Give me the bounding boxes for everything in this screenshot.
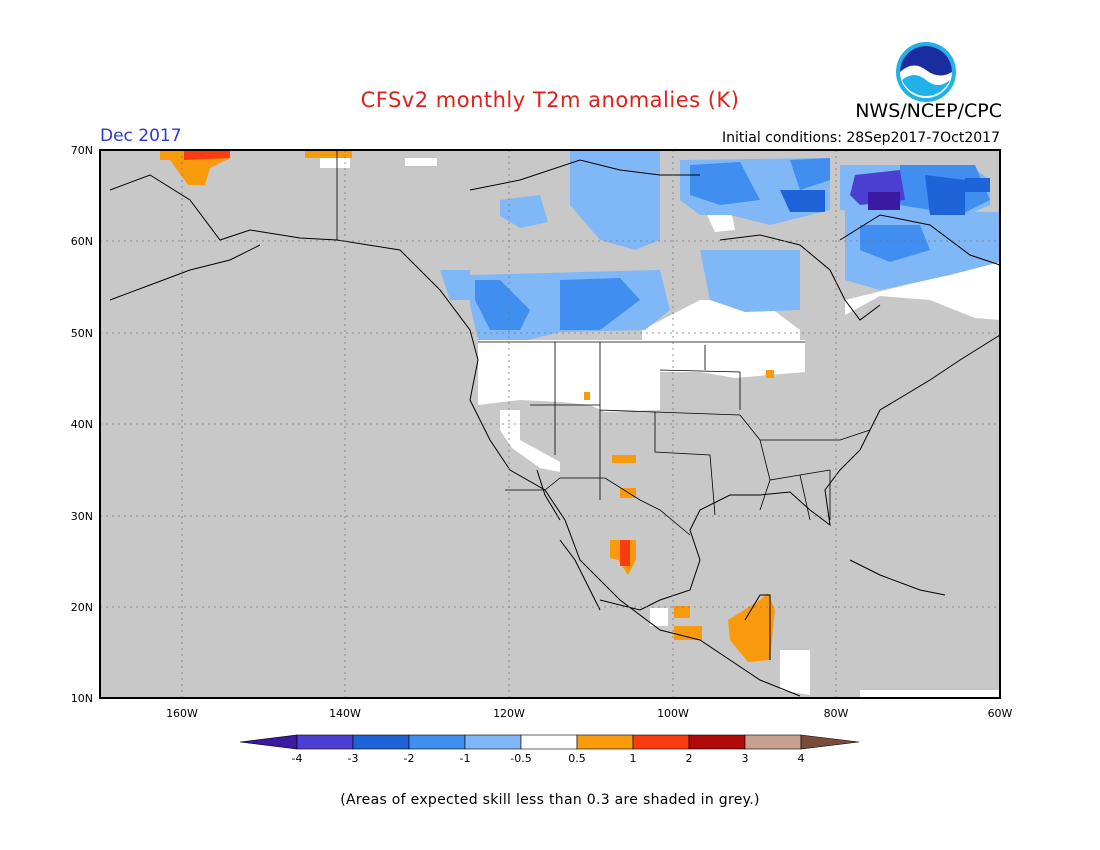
colorbar-swatch	[744, 734, 802, 750]
colorbar-swatch	[464, 734, 522, 750]
lon-tick-label: 80W	[824, 707, 849, 720]
colorbar-swatch	[296, 734, 354, 750]
colorbar-swatch	[520, 734, 578, 750]
anomaly-region	[570, 150, 660, 250]
lat-tick-label: 60N	[71, 235, 93, 248]
colorbar-tick-label: -1	[460, 752, 471, 765]
borders	[336, 150, 871, 536]
anomaly-region	[560, 278, 640, 330]
anomaly-region	[584, 392, 590, 400]
colorbar-arrow-low	[239, 734, 298, 750]
anomaly-region	[184, 150, 230, 160]
anomaly-region	[674, 606, 690, 618]
lat-tick-label: 50N	[71, 327, 93, 340]
lat-tick-label: 20N	[71, 601, 93, 614]
map-frame	[99, 149, 1001, 699]
anomaly-region	[790, 158, 830, 190]
lon-axis: 160W 140W 120W 100W 80W 60W	[166, 707, 1012, 720]
colorbar-arrow-high	[800, 734, 860, 750]
anomaly-region	[620, 488, 636, 498]
colorbar-swatch	[576, 734, 634, 750]
colorbar-tick-label: 0.5	[568, 752, 586, 765]
anomaly-region	[780, 190, 825, 212]
anomaly-region	[500, 410, 560, 472]
anomaly-region	[620, 540, 630, 566]
anomaly-region	[440, 270, 470, 300]
anomaly-region	[845, 262, 1000, 320]
graticule	[100, 150, 1000, 698]
skill-footnote: (Areas of expected skill less than 0.3 a…	[340, 792, 760, 808]
anomaly-region	[925, 175, 965, 215]
colorbar-swatch	[352, 734, 410, 750]
anomaly-region	[860, 690, 1000, 698]
colorbar-tick-label: -4	[292, 752, 303, 765]
coastlines	[109, 159, 1001, 697]
anomaly-region	[612, 455, 636, 463]
colorbar-tick-label: -2	[404, 752, 415, 765]
colorbar-swatch	[408, 734, 466, 750]
lon-tick-label: 100W	[657, 707, 689, 720]
colorbar-swatch	[688, 734, 746, 750]
colorbar-tick-label: -0.5	[510, 752, 531, 765]
anomaly-region	[690, 162, 760, 205]
colorbar-tick-label: -3	[348, 752, 359, 765]
anomaly-region	[405, 158, 437, 166]
anomaly-shading	[160, 150, 1000, 698]
lat-tick-label: 10N	[71, 692, 93, 705]
map-title: CFSv2 monthly T2m anomalies (K)	[360, 88, 740, 112]
lon-tick-label: 160W	[166, 707, 198, 720]
lat-axis: 70N 60N 50N 40N 30N 20N 10N	[71, 144, 93, 705]
colorbar-swatch	[632, 734, 690, 750]
anomaly-region	[650, 608, 668, 626]
forecast-month-label: Dec 2017	[100, 126, 182, 146]
anomaly-region	[478, 340, 805, 412]
anomaly-region	[475, 280, 530, 330]
colorbar-tick-label: 1	[630, 752, 637, 765]
initial-conditions-label: Initial conditions: 28Sep2017-7Oct2017	[721, 130, 1000, 146]
organization-label: NWS/NCEP/CPC	[855, 100, 1002, 122]
colorbar-tick-label: 2	[686, 752, 693, 765]
lon-tick-label: 120W	[493, 707, 525, 720]
lat-tick-label: 70N	[71, 144, 93, 157]
anomaly-region	[780, 650, 810, 695]
lon-tick-label: 60W	[988, 707, 1013, 720]
colorbar-tick-label: 4	[798, 752, 805, 765]
anomaly-region	[674, 626, 702, 640]
lat-tick-label: 30N	[71, 510, 93, 523]
anomaly-region	[860, 225, 930, 262]
lat-tick-label: 40N	[71, 418, 93, 431]
anomaly-region	[728, 593, 775, 662]
anomaly-region	[965, 178, 990, 192]
anomaly-region	[868, 192, 900, 210]
anomaly-region	[305, 150, 352, 158]
colorbar-tick-label: 3	[742, 752, 749, 765]
anomaly-region	[500, 195, 548, 228]
anomaly-region	[320, 158, 350, 168]
anomaly-region	[700, 250, 800, 312]
colorbar: -4 -3 -2 -1 -0.5 0.5 1 2 3 4	[239, 734, 860, 765]
lon-tick-label: 140W	[329, 707, 361, 720]
anomaly-region	[766, 370, 774, 378]
noaa-logo	[896, 42, 956, 102]
